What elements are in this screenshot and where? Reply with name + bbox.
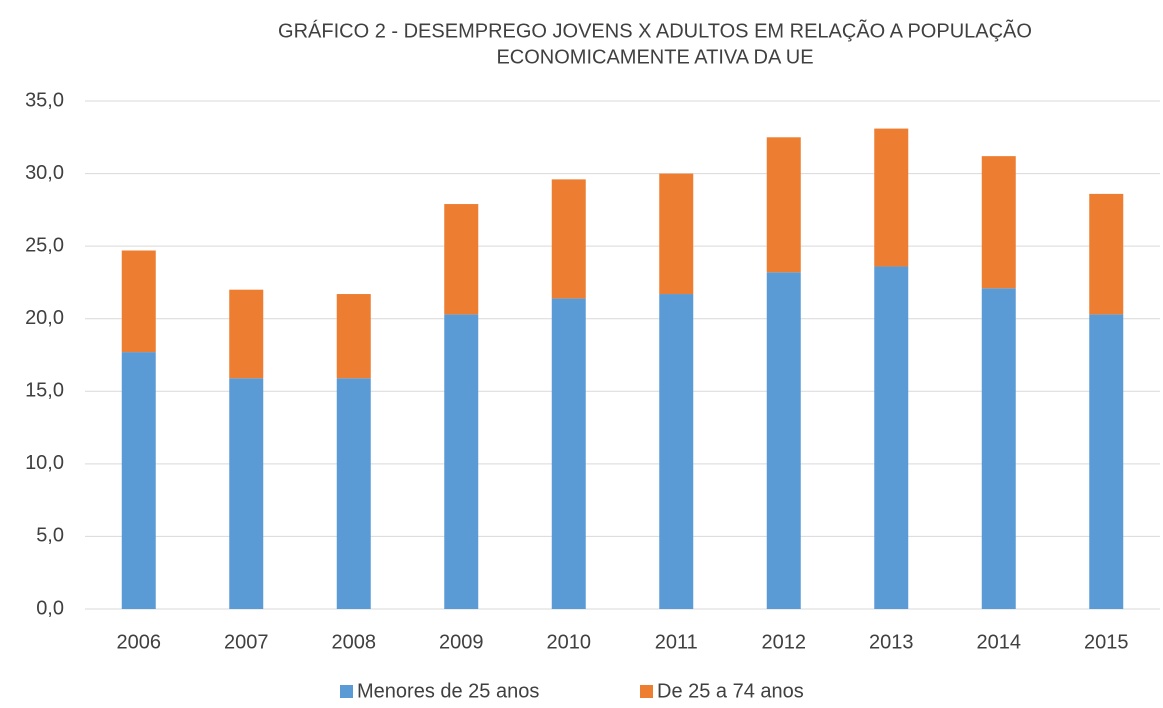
bar-segment (981, 156, 1016, 289)
bar-segment (659, 294, 694, 609)
bar-segment (659, 173, 694, 295)
bar-segment (336, 294, 371, 379)
y-tick-label: 5,0 (36, 525, 64, 547)
x-tick-label: 2014 (977, 631, 1022, 653)
legend-label: De 25 a 74 anos (657, 680, 804, 702)
chart-title: ECONOMICAMENTE ATIVA DA UE (496, 46, 813, 68)
bar-segment (981, 288, 1016, 609)
x-tick-label: 2012 (762, 631, 807, 653)
bar-segment (229, 289, 264, 379)
x-tick-label: 2013 (869, 631, 914, 653)
bar-segment (121, 352, 156, 609)
x-tick-label: 2008 (332, 631, 377, 653)
chart-title: GRÁFICO 2 - DESEMPREGO JOVENS X ADULTOS … (278, 18, 1032, 42)
x-tick-label: 2015 (1084, 631, 1129, 653)
bar-segment (444, 314, 479, 609)
bar-segment (551, 179, 586, 299)
y-tick-label: 20,0 (25, 307, 64, 329)
bar-segment (229, 378, 264, 609)
x-tick-label: 2006 (117, 631, 162, 653)
y-tick-label: 35,0 (25, 89, 64, 111)
bar-segment (336, 378, 371, 609)
x-tick-label: 2010 (547, 631, 592, 653)
y-tick-label: 15,0 (25, 380, 64, 402)
x-tick-label: 2009 (439, 631, 484, 653)
bar-segment (874, 266, 909, 609)
legend-label: Menores de 25 anos (357, 680, 539, 702)
x-tick-label: 2011 (655, 631, 698, 653)
bar-segment (766, 137, 801, 273)
legend-swatch (340, 685, 353, 698)
bar-segment (1089, 314, 1124, 609)
y-tick-label: 10,0 (25, 452, 64, 474)
bar-segment (444, 204, 479, 315)
y-tick-label: 30,0 (25, 162, 64, 184)
bar-segment (1089, 193, 1124, 315)
bar-segment (874, 128, 909, 267)
bar-segment (766, 272, 801, 609)
legend-swatch (640, 685, 653, 698)
bar-segment (551, 298, 586, 609)
x-tick-label: 2007 (224, 631, 269, 653)
y-tick-label: 25,0 (25, 234, 64, 256)
y-tick-label: 0,0 (36, 597, 64, 619)
bar-segment (121, 250, 156, 353)
